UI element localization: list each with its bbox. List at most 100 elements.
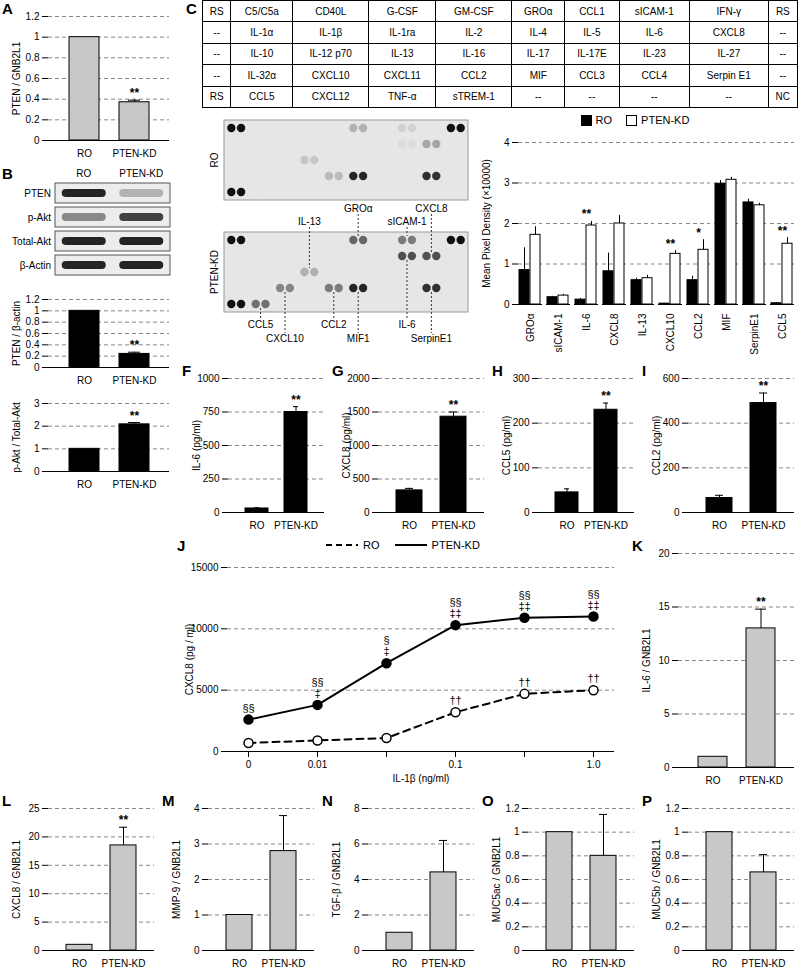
- svg-text:0: 0: [34, 362, 40, 373]
- svg-text:750: 750: [203, 406, 220, 417]
- svg-text:RO: RO: [402, 520, 417, 531]
- svg-text:GROα: GROα: [525, 313, 536, 342]
- svg-text:CCL2: CCL2: [321, 319, 347, 330]
- svg-text:IL-13: IL-13: [637, 313, 648, 336]
- svg-text:3: 3: [194, 838, 200, 849]
- svg-text:0: 0: [354, 945, 360, 956]
- svg-text:1.2: 1.2: [26, 294, 40, 305]
- svg-text:IL-6: IL-6: [581, 313, 592, 331]
- svg-text:1: 1: [34, 31, 40, 42]
- svg-text:SerpinE1: SerpinE1: [411, 333, 453, 344]
- svg-text:0.4: 0.4: [506, 897, 520, 908]
- svg-text:PTEN-KD: PTEN-KD: [742, 958, 786, 969]
- svg-text:500: 500: [203, 440, 220, 451]
- svg-text:2: 2: [194, 874, 200, 885]
- svg-text:**: **: [130, 409, 140, 423]
- svg-text:5000: 5000: [196, 684, 219, 695]
- svg-text:PTEN-KD: PTEN-KD: [422, 958, 466, 969]
- svg-text:PTEN-KD: PTEN-KD: [584, 520, 628, 531]
- svg-text:§§: §§: [242, 702, 254, 714]
- svg-text:5: 5: [34, 916, 40, 927]
- svg-text:0: 0: [524, 507, 530, 518]
- svg-text:IL-1β (ng/ml): IL-1β (ng/ml): [393, 773, 450, 784]
- svg-text:0: 0: [214, 507, 220, 518]
- svg-text:††: ††: [449, 694, 461, 706]
- svg-text:RO: RO: [250, 520, 265, 531]
- svg-text:2: 2: [34, 420, 40, 431]
- svg-text:PTEN / β-actin: PTEN / β-actin: [11, 301, 22, 366]
- svg-text:PTEN-KD: PTEN-KD: [262, 958, 306, 969]
- svg-text:0: 0: [504, 299, 510, 310]
- svg-text:4: 4: [194, 803, 200, 814]
- svg-text:0: 0: [674, 945, 680, 956]
- svg-text:PTEN-KD: PTEN-KD: [113, 375, 157, 386]
- svg-text:10: 10: [28, 888, 40, 899]
- svg-text:2000: 2000: [347, 373, 370, 384]
- svg-text:0.1: 0.1: [449, 759, 463, 770]
- svg-text:**: **: [130, 86, 140, 100]
- svg-text:15: 15: [28, 860, 40, 871]
- svg-text:RO: RO: [77, 479, 92, 490]
- svg-text:**: **: [759, 379, 769, 393]
- svg-text:RO: RO: [552, 958, 567, 969]
- svg-text:RO: RO: [712, 958, 727, 969]
- svg-text:RO: RO: [706, 775, 721, 786]
- svg-text:0: 0: [34, 135, 40, 146]
- svg-text:0.6: 0.6: [666, 874, 680, 885]
- svg-text:TGF-β / GNB2L1: TGF-β / GNB2L1: [331, 841, 342, 917]
- svg-text:RO: RO: [712, 520, 727, 531]
- svg-text:4: 4: [504, 137, 510, 148]
- svg-text:0.01: 0.01: [308, 759, 328, 770]
- svg-text:300: 300: [513, 373, 530, 384]
- svg-text:400: 400: [663, 417, 680, 428]
- svg-text:RO: RO: [232, 958, 247, 969]
- svg-text:600: 600: [663, 373, 680, 384]
- svg-text:PTEN: PTEN: [24, 188, 51, 199]
- svg-text:Total-Akt: Total-Akt: [12, 236, 51, 247]
- svg-text:0.4: 0.4: [666, 897, 680, 908]
- svg-text:0.8: 0.8: [506, 850, 520, 861]
- svg-text:1: 1: [34, 443, 40, 454]
- svg-text:IL-13: IL-13: [298, 216, 321, 227]
- svg-text:6: 6: [354, 838, 360, 849]
- svg-text:IL-6 (pg/ml): IL-6 (pg/ml): [191, 420, 202, 471]
- svg-text:CXCL10: CXCL10: [665, 313, 676, 351]
- svg-text:20: 20: [28, 831, 40, 842]
- svg-text:0.4: 0.4: [26, 93, 40, 104]
- svg-text:10000: 10000: [191, 623, 219, 634]
- svg-text:**: **: [778, 224, 788, 238]
- svg-text:CXCL8 / GNB2L1: CXCL8 / GNB2L1: [11, 840, 22, 919]
- svg-text:0: 0: [194, 945, 200, 956]
- svg-text:CXCL8 (pg / ml): CXCL8 (pg / ml): [184, 624, 195, 696]
- svg-text:PTEN-KD: PTEN-KD: [742, 520, 786, 531]
- svg-text:§‡: §‡: [383, 634, 389, 657]
- svg-text:1.2: 1.2: [666, 803, 680, 814]
- svg-text:**: **: [601, 389, 611, 403]
- svg-text:3: 3: [34, 398, 40, 409]
- svg-text:0: 0: [34, 466, 40, 477]
- svg-text:§§‡‡: §§‡‡: [518, 589, 530, 612]
- svg-text:RO: RO: [77, 148, 92, 159]
- svg-text:0.4: 0.4: [26, 339, 40, 350]
- svg-text:CXCL8: CXCL8: [415, 203, 448, 214]
- svg-text:100: 100: [513, 462, 530, 473]
- svg-text:1: 1: [504, 258, 510, 269]
- svg-text:0.8: 0.8: [26, 316, 40, 327]
- svg-text:*: *: [696, 226, 701, 240]
- svg-text:Mean Pixel Density (×10000): Mean Pixel Density (×10000): [481, 159, 492, 288]
- svg-text:8: 8: [354, 803, 360, 814]
- svg-text:PTEN-KD: PTEN-KD: [432, 520, 476, 531]
- svg-text:PTEN-KD: PTEN-KD: [274, 520, 318, 531]
- svg-text:0.6: 0.6: [26, 328, 40, 339]
- svg-text:CCL5 (pg/ml): CCL5 (pg/ml): [501, 416, 512, 475]
- svg-text:0: 0: [246, 759, 252, 770]
- svg-text:**: **: [756, 595, 766, 609]
- svg-text:MIF: MIF: [721, 314, 732, 331]
- svg-text:MUC5ac / GNB2L1: MUC5ac / GNB2L1: [491, 836, 502, 922]
- svg-text:0.6: 0.6: [506, 874, 520, 885]
- svg-text:15: 15: [658, 601, 670, 612]
- svg-text:PTEN-KD: PTEN-KD: [113, 479, 157, 490]
- svg-text:MMP-9 / GNB2L1: MMP-9 / GNB2L1: [171, 840, 182, 919]
- svg-text:1.2: 1.2: [26, 11, 40, 22]
- svg-text:2: 2: [354, 909, 360, 920]
